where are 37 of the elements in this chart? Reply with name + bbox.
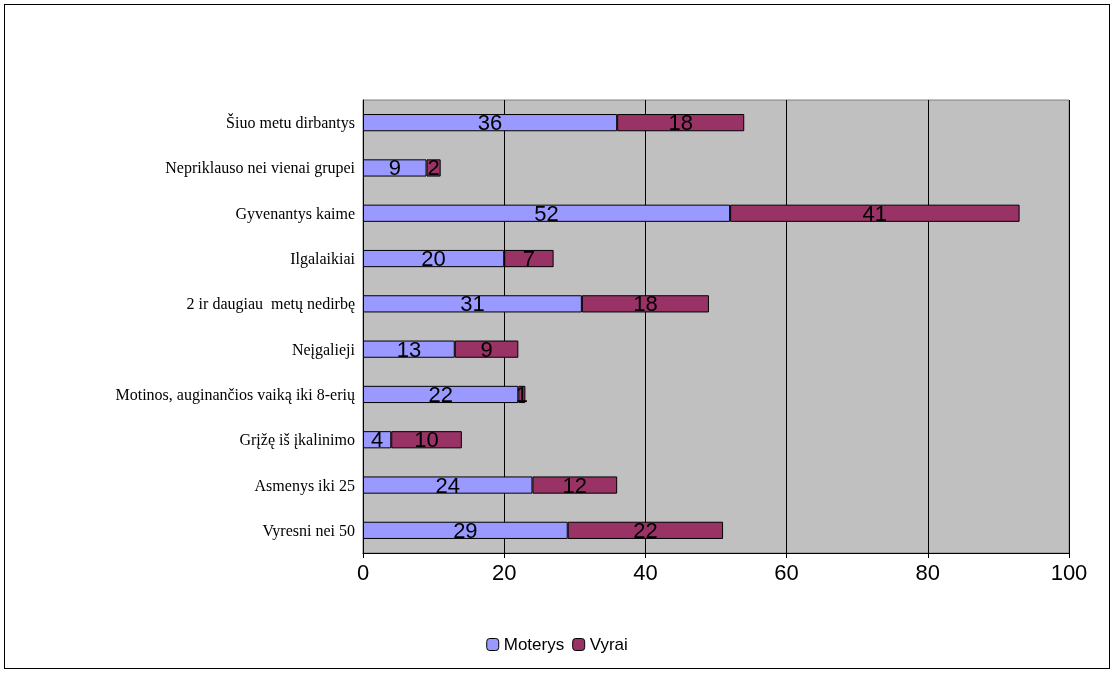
data-label: 13 (396, 336, 422, 362)
y-tick-label: Gyvenantys kaime (235, 204, 355, 223)
data-label: 22 (428, 381, 453, 407)
y-tick-label: Šiuo metu dirbantys (226, 113, 355, 133)
data-label: 9 (388, 155, 401, 181)
y-tick-label: Ilgalaikiai (290, 250, 356, 269)
data-label: 18 (633, 291, 658, 317)
y-tick-label: Neįgalieji (291, 340, 356, 359)
data-label: 12 (562, 472, 588, 498)
y-tick-label: 2 ir daugiau metų nedirbę (186, 295, 355, 314)
data-label: 29 (453, 517, 478, 543)
data-label: 2 (427, 155, 440, 181)
data-label: 9 (480, 336, 493, 362)
x-tick-label: 100 (1050, 559, 1088, 585)
x-tick-label: 80 (915, 559, 941, 585)
data-label: 31 (460, 291, 485, 317)
data-label: 41 (862, 200, 888, 226)
x-tick-label: 20 (491, 559, 517, 585)
data-label: 20 (421, 246, 446, 272)
data-label: 22 (633, 517, 658, 543)
y-tick-label: Motinos, auginančios vaiką iki 8-erių (115, 385, 356, 404)
data-label: 36 (477, 110, 503, 136)
data-label: 18 (668, 110, 693, 136)
data-label: 4 (370, 427, 384, 453)
data-label: 24 (435, 472, 460, 498)
data-label: 52 (534, 200, 559, 226)
y-tick-label: Grįžę iš įkalinimo (239, 431, 355, 450)
y-tick-label: Asmenys iki 25 (254, 476, 355, 495)
legend-label: Vyrai (589, 635, 628, 654)
data-label: 7 (522, 246, 536, 272)
x-tick-label: 40 (633, 559, 658, 585)
legend-label: Moterys (503, 635, 565, 654)
y-tick-label: Nepriklauso nei vienai grupei (165, 159, 356, 178)
x-tick-label: 0 (356, 559, 370, 585)
y-tick-label: Vyresni nei 50 (262, 521, 355, 540)
data-label: 10 (414, 427, 439, 453)
x-tick-label: 60 (774, 559, 799, 585)
